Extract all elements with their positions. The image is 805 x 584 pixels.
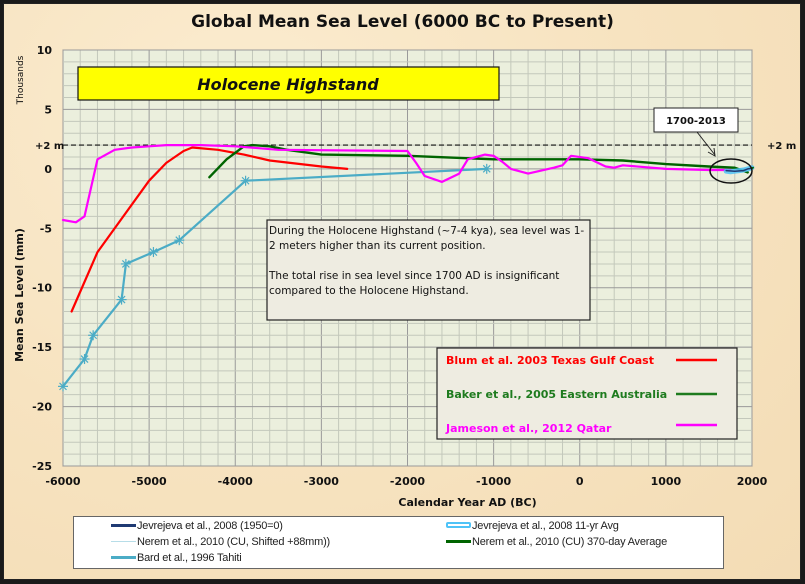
note-paragraph-1: During the Holocene Highstand (~7-4 kya)… xyxy=(269,225,585,252)
callout-text: 1700-2013 xyxy=(666,116,726,127)
banner-box xyxy=(77,66,500,101)
reference-label-right: +2 m xyxy=(767,141,796,152)
y-tick-label: -20 xyxy=(32,401,52,414)
series-group xyxy=(58,143,755,392)
x-tick-label: -1000 xyxy=(476,475,512,488)
data-point-asterisk-icon xyxy=(148,247,159,258)
legend-label: Jevrejeva et al., 2008 11-yr Avg xyxy=(472,520,619,532)
banner: Holocene Highstand xyxy=(77,66,500,101)
y-tick-label: 10 xyxy=(37,44,53,57)
series-line-jameson-et-al-2012-qatar xyxy=(61,144,732,224)
legend-swatch xyxy=(446,539,471,543)
x-tick-label: 0 xyxy=(576,475,584,488)
data-point-asterisk-icon xyxy=(88,330,99,341)
x-tick-label: 1000 xyxy=(651,475,682,488)
y-tick-label: 5 xyxy=(44,103,52,116)
chart-title: Global Mean Sea Level (6000 BC to Presen… xyxy=(191,12,614,32)
y-tick-label: -25 xyxy=(32,460,52,473)
callout-arrow xyxy=(696,131,716,156)
note-paragraph-2: The total rise in sea level since 1700 A… xyxy=(269,270,560,297)
callout: 1700-2013 xyxy=(653,107,753,184)
data-point-asterisk-icon xyxy=(79,354,90,365)
legend-label: Bard et al., 1996 Tahiti xyxy=(137,552,242,564)
legend-swatch xyxy=(111,523,136,527)
data-point-asterisk-icon xyxy=(174,235,185,246)
x-tick-label: 2000 xyxy=(737,475,768,488)
reference-label-left: +2 m xyxy=(35,141,64,152)
axes: -6000 -5000 -4000 -3000 -2000 -1000 0 1000 2000 1… xyxy=(13,44,768,509)
x-tick-label: -6000 xyxy=(45,475,81,488)
callout-box xyxy=(653,107,739,133)
x-tick-label: -4000 xyxy=(218,475,254,488)
series-line-baker-et-al-2005-eastern-australia xyxy=(208,143,749,179)
banner-text: Holocene Highstand xyxy=(197,75,379,94)
data-point-asterisk-icon xyxy=(116,294,127,305)
bottom-legend-item: Jevrejeva et al., 2008 11-yr Avg xyxy=(446,520,619,532)
x-tick-label: -5000 xyxy=(132,475,168,488)
x-tick-label: -3000 xyxy=(304,475,340,488)
bottom-legend: Jevrejeva et al., 2008 (1950=0) Jevrejev… xyxy=(73,516,724,569)
y-axis-label: Mean Sea Level (mm) xyxy=(13,228,26,362)
callout-arrowhead-icon xyxy=(707,147,716,157)
legend-swatch xyxy=(111,555,136,559)
series-line-jevrejeva-et-al-2008-1950-0 xyxy=(725,167,753,172)
y-tick-label: -5 xyxy=(40,222,52,235)
inner-legend-label: Blum et al. 2003 Texas Gulf Coast xyxy=(446,354,654,367)
bottom-legend-item: Nerem et al., 2010 (CU, Shifted +88mm)) xyxy=(111,536,330,548)
y-tick-label: -10 xyxy=(32,282,52,295)
legend-swatch xyxy=(111,540,136,542)
note-box xyxy=(266,219,591,321)
legend-label: Jevrejeva et al., 2008 (1950=0) xyxy=(137,520,283,532)
y-axis-units-label: Thousands xyxy=(16,55,26,105)
legend-swatch xyxy=(446,522,471,529)
data-point-asterisk-icon xyxy=(58,381,68,392)
legend-label: Nerem et al., 2010 (CU) 370-day Average xyxy=(472,536,667,548)
x-axis-label: Calendar Year AD (BC) xyxy=(398,496,536,509)
bottom-legend-item: Bard et al., 1996 Tahiti xyxy=(111,552,242,564)
y-tick-label: -15 xyxy=(32,341,52,354)
bottom-legend-item: Jevrejeva et al., 2008 (1950=0) xyxy=(111,520,283,532)
inner-legend-label: Jameson et al., 2012 Qatar xyxy=(445,422,612,435)
legend-label: Nerem et al., 2010 (CU, Shifted +88mm)) xyxy=(137,536,331,548)
note-box-rect xyxy=(266,219,591,321)
inner-legend: Blum et al. 2003 Texas Gulf Coast Baker e… xyxy=(436,347,738,440)
inner-legend-label: Baker et al., 2005 Eastern Australia xyxy=(446,388,667,401)
data-point-asterisk-icon xyxy=(481,163,492,174)
note-text: During the Holocene Highstand (~7-4 kya)… xyxy=(269,224,589,299)
data-point-asterisk-icon xyxy=(240,175,251,186)
data-point-asterisk-icon xyxy=(120,258,131,269)
highlight-ellipse xyxy=(709,158,753,184)
series-line-blum-et-al-2003-texas-gulf-coast xyxy=(70,146,349,313)
y-tick-label: 0 xyxy=(44,163,52,176)
x-tick-label: -2000 xyxy=(390,475,426,488)
bottom-legend-item: Nerem et al., 2010 (CU) 370-day Average xyxy=(446,536,667,548)
